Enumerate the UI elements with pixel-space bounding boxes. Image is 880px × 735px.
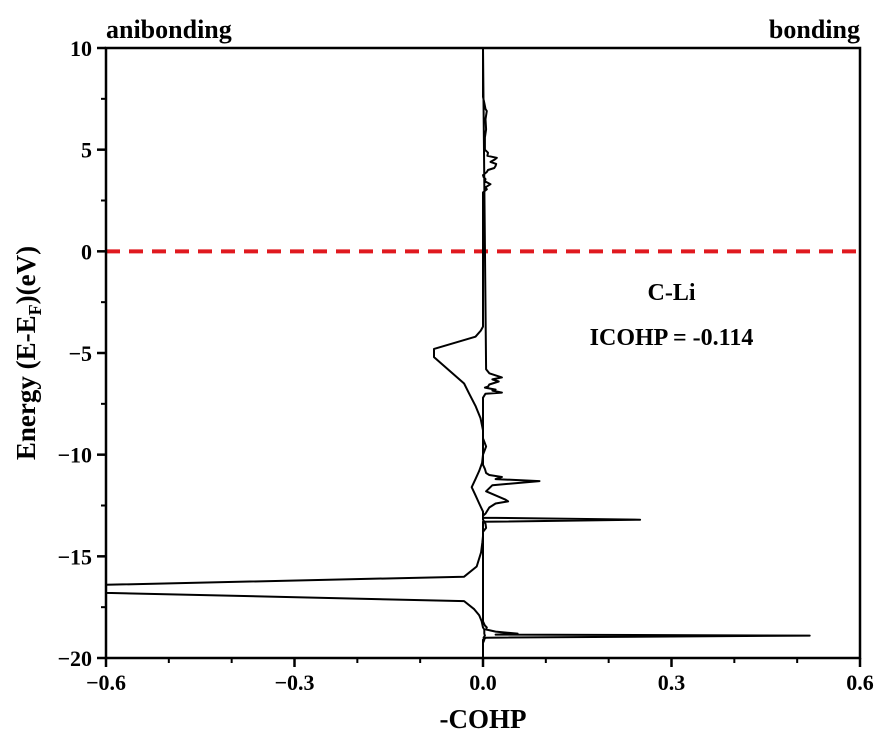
bonding-label: bonding — [769, 15, 860, 44]
anibonding-label: anibonding — [106, 15, 232, 44]
y-tick-label: −20 — [57, 646, 92, 671]
y-axis-title-end: )(eV) — [11, 246, 41, 304]
icohp-annotation: ICOHP = -0.114 — [590, 325, 754, 351]
x-tick-label: 0.6 — [846, 670, 874, 695]
y-tick-label: 5 — [81, 138, 92, 163]
bond-name-annotation: C-Li — [648, 280, 696, 306]
y-tick-label: −5 — [68, 341, 92, 366]
x-tick-label: 0.0 — [469, 670, 497, 695]
y-axis-title: Energy (E-EF)(eV) — [11, 246, 45, 460]
y-tick-label: 0 — [81, 239, 92, 264]
x-tick-label: −0.6 — [86, 670, 126, 695]
x-axis-ticks: −0.6 −0.3 0.0 0.3 0.6 — [86, 658, 874, 695]
cohp-series-line — [106, 48, 811, 658]
y-tick-label: −10 — [57, 443, 92, 468]
x-tick-label: 0.3 — [658, 670, 686, 695]
y-tick-label: −15 — [57, 544, 92, 569]
y-tick-label: 10 — [70, 36, 92, 61]
y-axis-title-subscript: F — [25, 304, 45, 315]
x-tick-label: −0.3 — [274, 670, 314, 695]
x-axis-title: -COHP — [440, 704, 527, 734]
y-axis-ticks: 10 5 0 −5 −10 −15 −20 — [57, 36, 106, 671]
y-axis-title-main: Energy (E-E — [11, 315, 41, 460]
